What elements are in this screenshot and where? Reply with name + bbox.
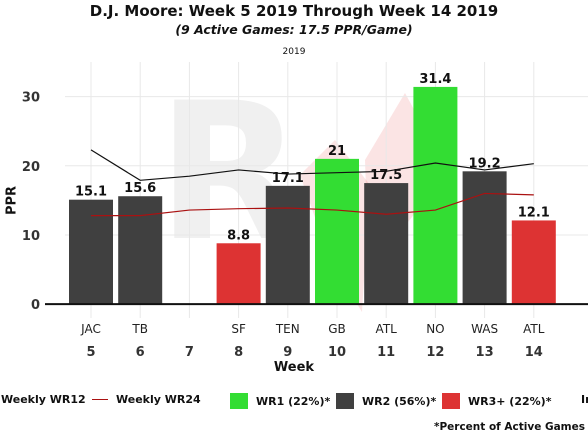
legend-label-wr2: WR2 (56%)* <box>362 394 437 408</box>
color-swatch-icon <box>336 393 354 409</box>
x-axis-label: Week <box>273 360 315 375</box>
opponent-tick-label: ATL <box>376 322 398 336</box>
week-tick-label: 5 <box>86 345 95 360</box>
opponent-tick-label: TEN <box>275 322 300 336</box>
bar <box>69 199 113 305</box>
week-tick-label: 7 <box>185 345 194 360</box>
data-label: 17.5 <box>370 168 402 183</box>
opponent-tick-label: SF <box>231 322 246 336</box>
color-swatch-icon <box>442 393 460 409</box>
season-label: 2019 <box>282 47 306 57</box>
week-tick-label: 10 <box>328 345 346 360</box>
data-label: 12.1 <box>518 205 550 220</box>
data-label: 17.1 <box>272 171 304 186</box>
data-label: 19.2 <box>469 156 501 171</box>
bar <box>462 171 507 305</box>
data-label: 15.6 <box>124 181 156 196</box>
line-swatch-icon <box>92 399 108 400</box>
legend-label-wr24: Weekly WR24 <box>116 393 201 406</box>
legend-label-wr12: Weekly WR12 <box>1 393 86 406</box>
y-tick-label: 0 <box>31 298 40 313</box>
data-label: 15.1 <box>75 185 107 200</box>
color-swatch-icon <box>230 393 248 409</box>
legend-item-wr12: Weekly WR12 <box>1 393 86 406</box>
week-tick-label: 8 <box>234 345 243 360</box>
bar <box>511 220 556 305</box>
y-tick-label: 10 <box>22 229 40 244</box>
legend-item-wr2: WR2 (56%)* <box>336 393 436 409</box>
legend-item-wr24: Weekly WR24 <box>92 393 201 406</box>
legend-label-wr3plus: WR3+ (22%)* <box>468 394 552 408</box>
legend-label-wr1: WR1 (22%)* <box>256 394 331 408</box>
opponent-tick-label: WAS <box>471 322 498 336</box>
bar <box>364 183 409 305</box>
opponent-tick-label: TB <box>131 322 148 336</box>
bar <box>413 86 458 305</box>
week-tick-label: 14 <box>525 345 543 360</box>
bar <box>315 158 359 305</box>
chart-subtitle: (9 Active Games: 17.5 PPR/Game) <box>175 22 413 37</box>
legend: Weekly WR12 Weekly WR24 WR1 (22%)* WR2 (… <box>0 393 588 413</box>
bar <box>118 196 163 305</box>
series-line <box>91 192 534 217</box>
opponent-tick-label: NO <box>426 322 444 336</box>
opponent-tick-label: ATL <box>523 322 545 336</box>
week-tick-label: 13 <box>476 345 494 360</box>
footnote: *Percent of Active Games <box>433 421 585 433</box>
data-label: 8.8 <box>227 228 250 243</box>
bar <box>265 185 310 305</box>
opponent-tick-label: GB <box>328 322 346 336</box>
week-tick-label: 6 <box>136 345 145 360</box>
y-tick-label: 30 <box>22 91 40 106</box>
legend-item-wr1: WR1 (22%)* <box>230 393 330 409</box>
series-line <box>90 149 534 181</box>
y-tick-label: 20 <box>22 160 40 175</box>
opponent-tick-label: JAC <box>80 322 101 336</box>
data-label: 31.4 <box>419 72 451 87</box>
week-tick-label: 12 <box>426 345 444 360</box>
legend-label-truncated: In <box>581 393 588 406</box>
week-tick-label: 11 <box>377 345 395 360</box>
legend-item-wr3plus: WR3+ (22%)* <box>442 393 551 409</box>
week-tick-label: 9 <box>283 345 292 360</box>
data-label: 21 <box>328 144 346 159</box>
bar <box>216 243 261 305</box>
chart-title: D.J. Moore: Week 5 2019 Through Week 14 … <box>89 2 499 20</box>
legend-item-truncated: In <box>581 393 588 406</box>
